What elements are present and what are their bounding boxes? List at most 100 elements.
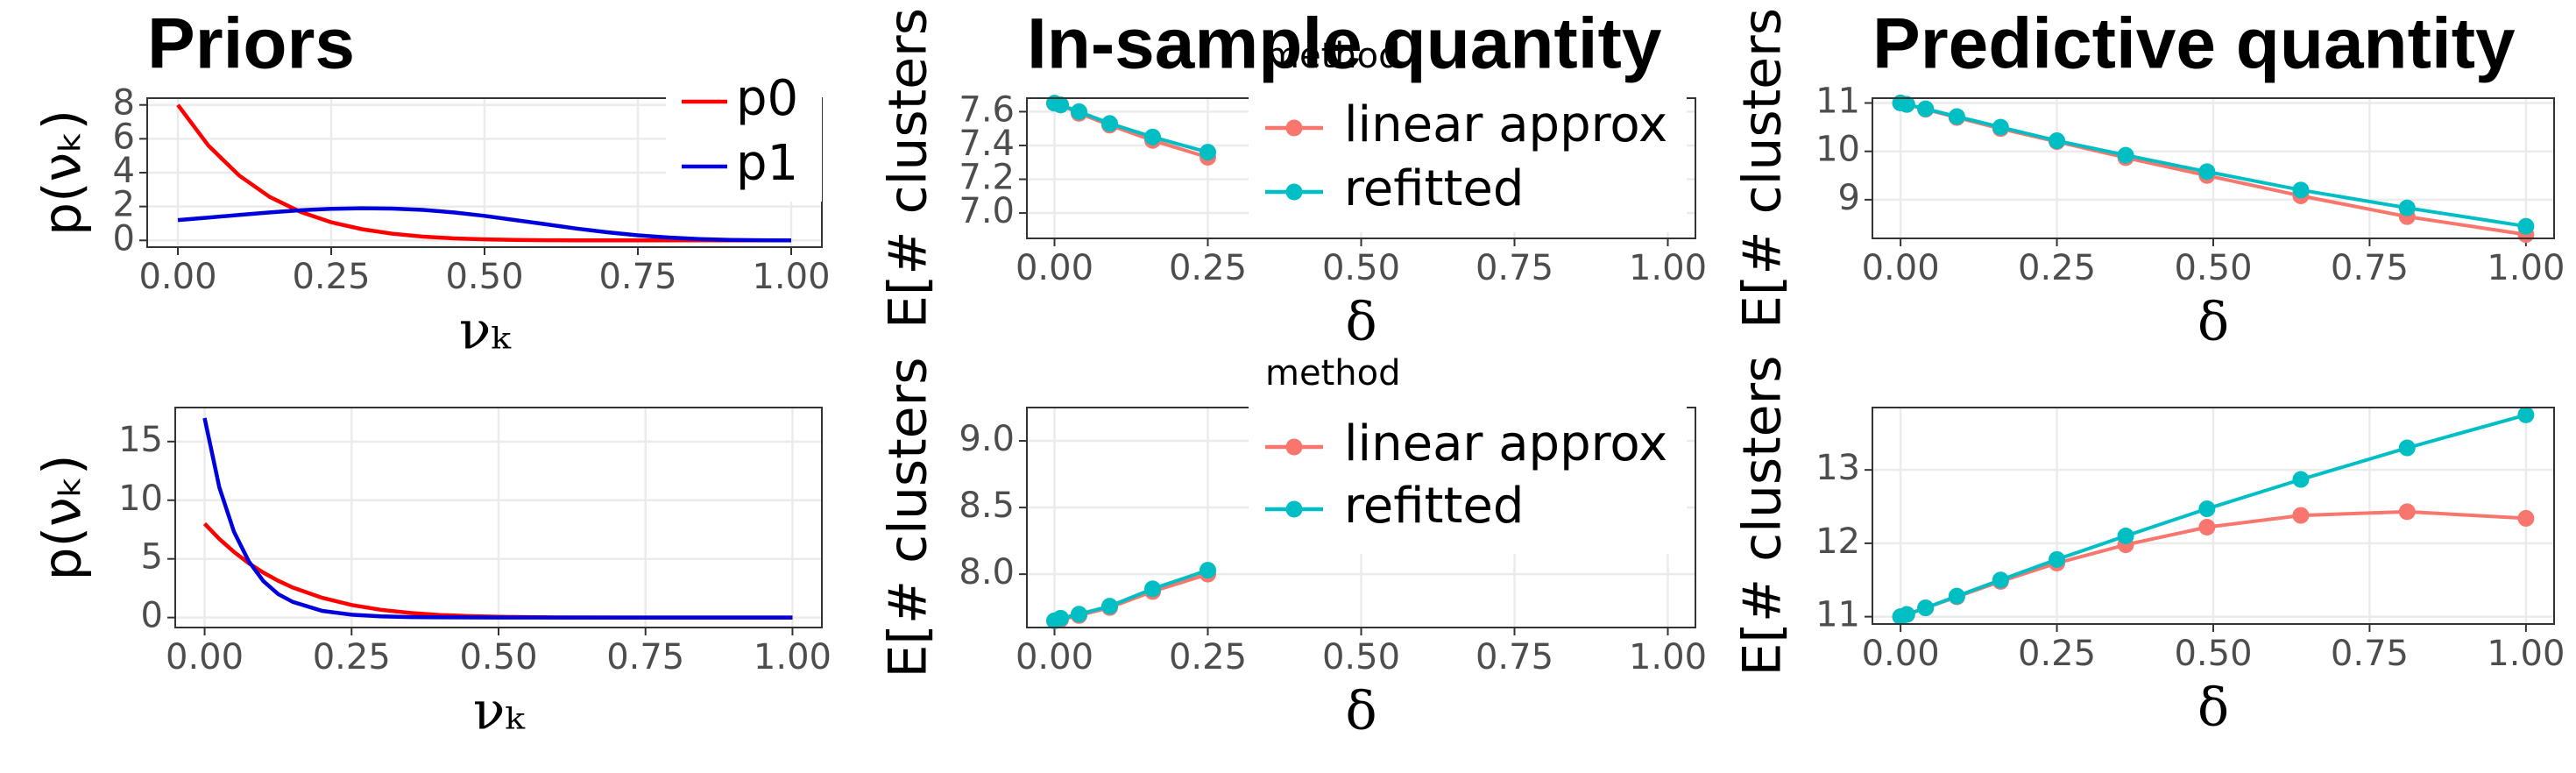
data-point (2198, 518, 2216, 535)
x-tick-label: 0.25 (292, 257, 370, 297)
data-point (2049, 550, 2066, 568)
x-tick-label: 1.00 (752, 257, 830, 297)
legend-key-point (1285, 119, 1303, 137)
y-axis-label: E[# clusters (1732, 8, 1794, 329)
y-tick-label: 11 (1815, 82, 1860, 122)
x-tick-label: 1.00 (2487, 634, 2565, 674)
x-tick-label: 0.25 (1169, 637, 1247, 677)
data-point (2117, 528, 2134, 545)
y-tick-label: 2 (113, 185, 135, 225)
data-point (2398, 503, 2416, 521)
data-point (1101, 115, 1118, 132)
x-tick-label: 0.25 (2018, 248, 2096, 288)
legend-label: refitted (1344, 478, 1524, 535)
data-point (2517, 509, 2535, 527)
x-tick-label: 0.00 (166, 637, 244, 677)
legend-background (1249, 351, 1687, 554)
legend-title: method (1265, 36, 1400, 76)
y-tick-label: 7.4 (959, 124, 1015, 164)
y-tick-label: 7.0 (959, 191, 1015, 231)
data-point (1948, 108, 1965, 125)
data-point (1917, 100, 1935, 117)
data-point (2117, 146, 2134, 164)
legend-key-point (1285, 500, 1303, 518)
data-point (2198, 163, 2216, 181)
y-tick-label: 0 (141, 596, 163, 636)
y-tick-label: 13 (1815, 448, 1860, 488)
x-tick-label: 0.00 (1862, 634, 1940, 674)
legend-key-point (1285, 183, 1303, 201)
y-tick-label: 7.2 (959, 158, 1015, 198)
panel-title: Predictive quantity (1872, 4, 2516, 84)
x-tick-label: 0.50 (2174, 248, 2252, 288)
data-point (1917, 599, 1935, 617)
legend-label: linear approx (1344, 96, 1667, 153)
y-tick-label: 8.0 (959, 552, 1015, 592)
data-point (1144, 128, 1161, 145)
data-point (2517, 406, 2535, 423)
series-line (202, 417, 793, 620)
data-point (1101, 598, 1118, 615)
y-axis-label: E[# clusters (1732, 356, 1794, 677)
x-tick-label: 0.50 (1322, 637, 1400, 677)
legend-label: p1 (736, 135, 798, 192)
y-tick-label: 0 (113, 218, 135, 259)
y-tick-label: 10 (1815, 130, 1860, 170)
panel-border (1872, 407, 2555, 625)
y-axis-label: p(νₖ) (32, 110, 94, 236)
y-axis-label: E[# clusters (878, 358, 939, 678)
data-point (1898, 606, 1915, 623)
data-point (1071, 103, 1087, 120)
y-tick-label: 9 (1838, 178, 1860, 218)
x-tick-label: 1.00 (2487, 248, 2565, 288)
x-axis-label: δ (2197, 677, 2229, 739)
x-tick-label: 0.75 (598, 257, 676, 297)
y-tick-label: 15 (118, 420, 163, 460)
panel-border (1872, 97, 2555, 239)
legend-background (666, 74, 822, 202)
x-axis-label: δ (1345, 292, 1376, 353)
legend-label: refitted (1344, 160, 1524, 217)
y-tick-label: 7.6 (959, 89, 1015, 130)
data-point (2398, 199, 2416, 216)
x-tick-label: 0.00 (1016, 248, 1093, 288)
y-tick-label: 10 (118, 479, 163, 519)
data-point (2292, 181, 2310, 199)
y-tick-label: 6 (113, 117, 135, 157)
y-tick-label: 8 (113, 83, 135, 124)
x-tick-label: 0.75 (1476, 637, 1553, 677)
data-point (2049, 132, 2066, 150)
y-tick-label: 4 (113, 151, 135, 191)
x-tick-label: 0.75 (1476, 248, 1553, 288)
data-point (1200, 562, 1216, 579)
data-point (1200, 144, 1216, 161)
legend-label: linear approx (1344, 415, 1667, 472)
panel-title: Priors (147, 4, 355, 84)
legend-label: p0 (736, 70, 798, 127)
y-tick-label: 11 (1815, 595, 1860, 635)
data-point (1052, 609, 1069, 627)
x-tick-label: 0.25 (1169, 248, 1247, 288)
legend-title: method (1265, 353, 1400, 394)
data-point (1071, 606, 1087, 623)
x-tick-label: 0.00 (138, 257, 216, 297)
x-tick-label: 0.25 (2018, 634, 2096, 674)
data-point (1144, 580, 1161, 598)
y-tick-label: 9.0 (959, 419, 1015, 459)
x-axis-label: δ (2197, 292, 2229, 353)
data-point (2198, 500, 2216, 518)
x-tick-label: 0.25 (313, 637, 391, 677)
y-axis-label: p(νₖ) (32, 455, 94, 581)
x-axis-label: νₖ (459, 301, 512, 362)
x-axis-label: δ (1345, 681, 1376, 742)
series-line (177, 206, 792, 243)
x-tick-label: 0.50 (459, 637, 537, 677)
y-axis-label: E[# clusters (878, 8, 939, 329)
data-point (1992, 118, 2009, 136)
legend-key-point (1285, 438, 1303, 456)
x-tick-label: 0.50 (2174, 634, 2252, 674)
x-tick-label: 0.75 (2331, 634, 2409, 674)
x-tick-label: 0.75 (2331, 248, 2409, 288)
x-tick-label: 0.50 (445, 257, 523, 297)
